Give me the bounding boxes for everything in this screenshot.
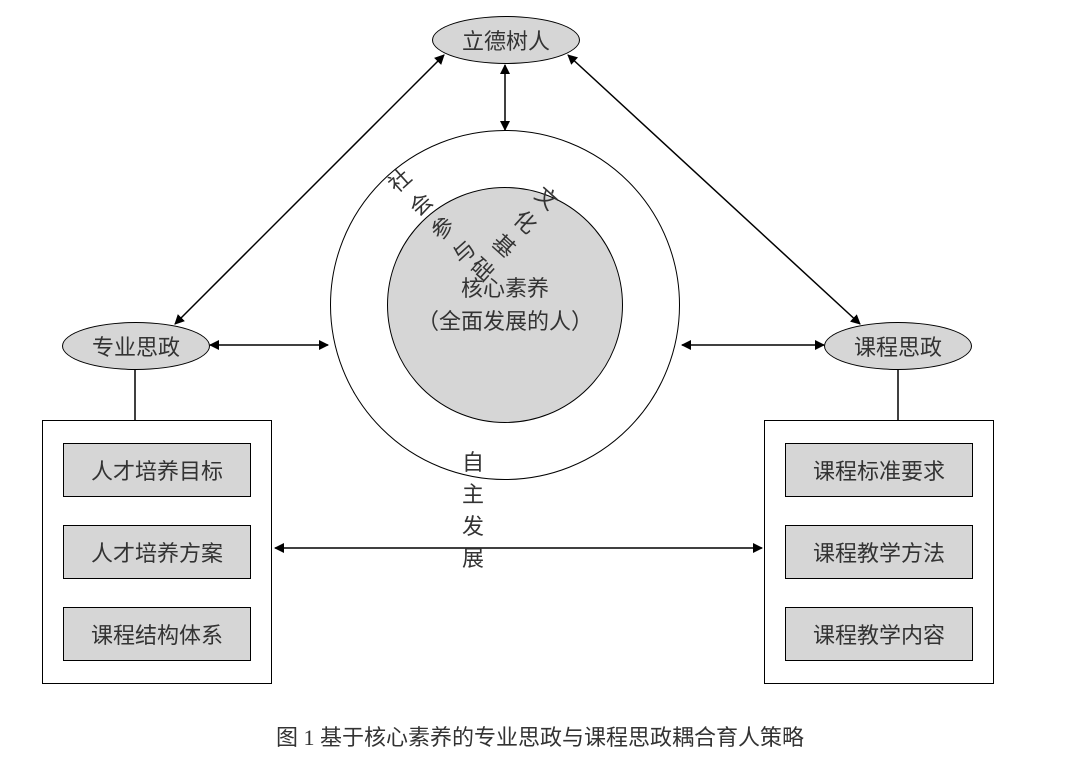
right-ellipse-node: 课程思政 xyxy=(824,322,972,370)
coupling-diagram: 立德树人 专业思政 课程思政 核心素养 （全面发展的人） 社会参与 文化基础 自… xyxy=(0,0,1080,769)
top-ellipse-node: 立德树人 xyxy=(432,16,580,64)
right-box-container: 课程标准要求课程教学方法课程教学内容 xyxy=(764,420,994,684)
right-ellipse-label: 课程思政 xyxy=(854,330,942,362)
top-ellipse-label: 立德树人 xyxy=(462,24,550,56)
figure-caption: 图 1 基于核心素养的专业思政与课程思政耦合育人策略 xyxy=(0,720,1080,752)
list-item: 课程教学内容 xyxy=(785,607,973,661)
list-item: 人才培养方案 xyxy=(63,525,251,579)
left-ellipse-label: 专业思政 xyxy=(92,330,180,362)
left-box-container: 人才培养目标人才培养方案课程结构体系 xyxy=(42,420,272,684)
list-item: 课程结构体系 xyxy=(63,607,251,661)
ring-label-bottom: 自主发展 xyxy=(462,445,484,573)
list-item: 人才培养目标 xyxy=(63,443,251,497)
inner-core-line2: （全面发展的人） xyxy=(417,305,593,338)
list-item: 课程标准要求 xyxy=(785,443,973,497)
list-item: 课程教学方法 xyxy=(785,525,973,579)
left-ellipse-node: 专业思政 xyxy=(62,322,210,370)
